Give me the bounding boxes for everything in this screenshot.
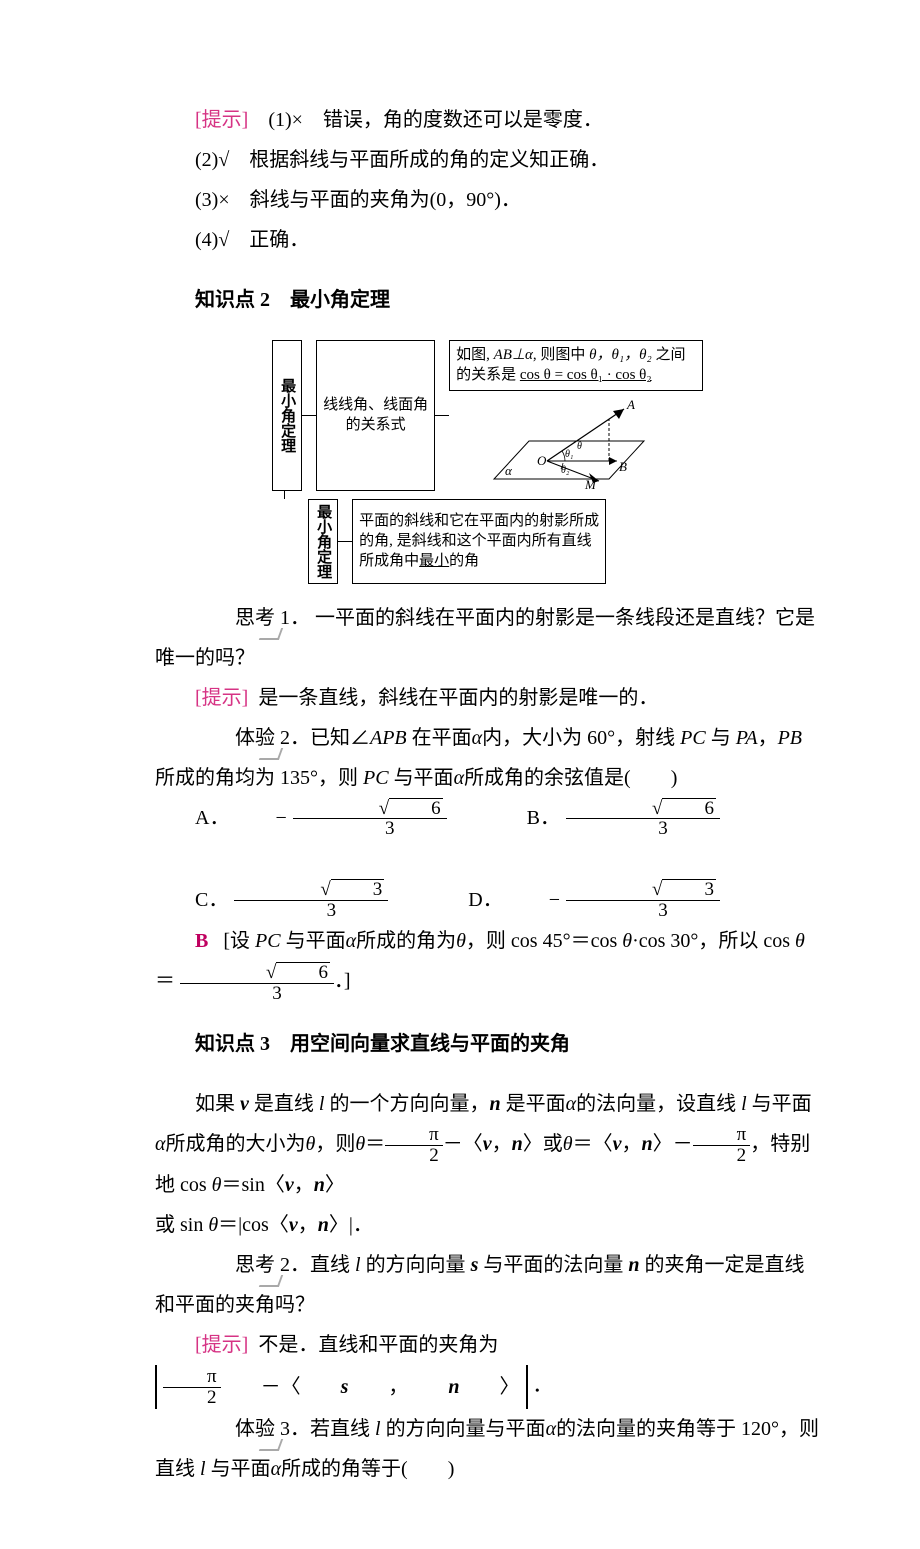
min-angle-diagram: 最小角定理 线线角、线面角的关系式 如图, AB⊥α, 则图中 θ，θ₁，θ₂ … xyxy=(155,340,820,584)
diag-big-label: 最小角定理 xyxy=(272,340,302,491)
opt-d: D． − 33 xyxy=(428,879,720,921)
diag-mid-label: 线线角、线面角的关系式 xyxy=(316,340,435,491)
ex2-options: A． − 63 B． 63 C． 33 D． − 33 xyxy=(155,798,820,922)
kp3-body-2: 或 sin θ＝|cos〈v，n〉|． xyxy=(155,1205,820,1245)
fig-B: B xyxy=(619,459,627,474)
page: [提示] (1)× 错误，角的度数还可以是零度． (2)√ 根据斜线与平面所成的… xyxy=(0,0,920,1549)
diag-figure: A B O M α θ₁ θ₂ θ xyxy=(449,391,689,491)
think1-q: 思考 1． 一平面的斜线在平面内的射影是一条线段还是直线？它是唯一的吗？ xyxy=(155,598,820,678)
ex2-answer: B [设 PC 与平面α所成的角为θ，则 cos 45°＝cos θ·cos 3… xyxy=(155,921,820,1003)
ex3-q: 体验 3．若直线 l 的方向向量与平面α的法向量的夹角等于 120°，则直线 l… xyxy=(155,1409,820,1489)
think2-hint: [提示] 不是．直线和平面的夹角为 π2 －〈s，n〉 ． xyxy=(155,1325,820,1409)
ex2-q: 体验 2．已知∠APB 在平面α内，大小为 60°，射线 PC 与 PA，PB … xyxy=(155,718,820,798)
hint-line-2: (2)√ 根据斜线与平面所成的角的定义知正确． xyxy=(155,140,820,180)
opt-c: C． 33 xyxy=(155,879,388,921)
opt-b: B． 63 xyxy=(487,798,720,840)
kp3-heading: 知识点 3 用空间向量求直线与平面的夹角 xyxy=(155,1024,820,1064)
hint-line-1: [提示] (1)× 错误，角的度数还可以是零度． xyxy=(155,100,820,140)
diag-top-formula: 如图, AB⊥α, 则图中 θ，θ₁，θ₂ 之间的关系是 cos θ = cos… xyxy=(449,340,703,391)
think1-hint: [提示] 是一条直线，斜线在平面内的射影是唯一的． xyxy=(155,678,820,718)
svg-text:θ₂: θ₂ xyxy=(561,465,570,476)
opt-a: A． − 63 xyxy=(155,798,447,840)
diag-bottom-label: 最小角定理 xyxy=(308,499,338,584)
fig-alpha: α xyxy=(505,463,513,478)
ex-label: 体验 xyxy=(195,718,275,758)
fig-O: O xyxy=(537,453,547,468)
svg-text:θ₁: θ₁ xyxy=(565,449,573,460)
kp3-body: 如果 v 是直线 l 的一个方向向量，n 是平面α的法向量，设直线 l 与平面α… xyxy=(155,1084,820,1206)
hint-label: [提示] xyxy=(195,109,248,131)
kp2-heading: 知识点 2 最小角定理 xyxy=(155,280,820,320)
hint-l1: (1)× 错误，角的度数还可以是零度． xyxy=(268,109,603,131)
diag-bottom-text: 平面的斜线和它在平面内的射影所成的角, 是斜线和这个平面内所有直线所成角中最小的… xyxy=(352,499,606,584)
hint-line-3: (3)× 斜线与平面的夹角为(0，90°)． xyxy=(155,180,820,220)
svg-text:θ: θ xyxy=(577,441,582,452)
think2-q: 思考 2．直线 l 的方向向量 s 与平面的法向量 n 的夹角一定是直线和平面的… xyxy=(155,1245,820,1325)
fig-M: M xyxy=(584,477,597,491)
fig-A: A xyxy=(626,397,635,412)
think-label: 思考 xyxy=(195,598,275,638)
hint-line-4: (4)√ 正确． xyxy=(155,220,820,260)
